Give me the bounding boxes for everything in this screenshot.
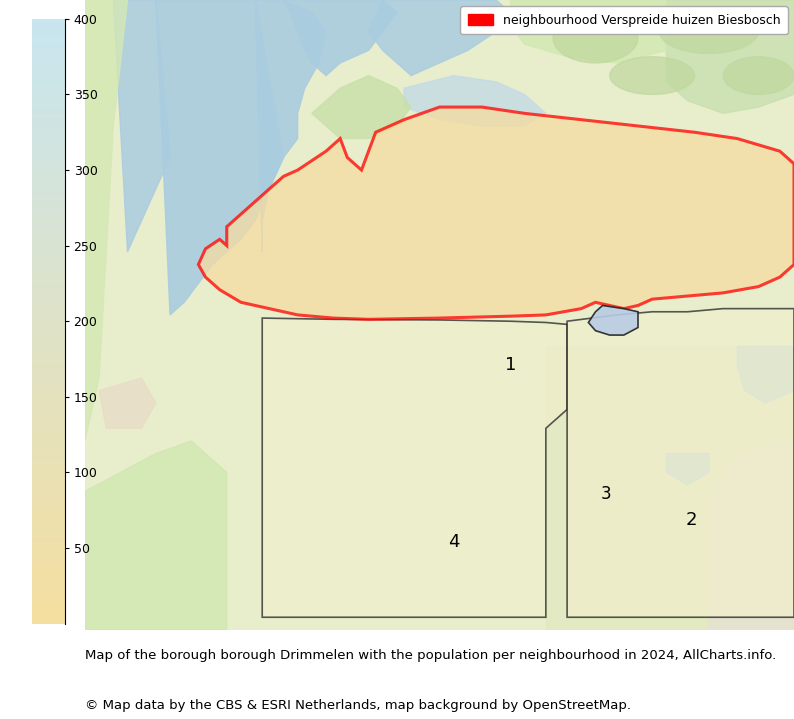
Polygon shape [404, 75, 545, 126]
Polygon shape [156, 0, 283, 315]
Polygon shape [99, 378, 156, 429]
Polygon shape [666, 0, 794, 114]
Polygon shape [511, 0, 666, 63]
Text: Map of the borough borough Drimmelen with the population per neighbourhood in 20: Map of the borough borough Drimmelen wit… [85, 649, 777, 662]
Polygon shape [85, 441, 227, 630]
Polygon shape [114, 0, 170, 252]
Polygon shape [738, 347, 794, 403]
Polygon shape [283, 0, 397, 75]
Text: 1: 1 [505, 357, 516, 375]
Polygon shape [545, 347, 794, 630]
Polygon shape [666, 454, 709, 485]
Polygon shape [262, 318, 567, 617]
Text: 3: 3 [601, 485, 611, 503]
Polygon shape [198, 107, 794, 319]
Polygon shape [610, 57, 695, 94]
Polygon shape [85, 0, 128, 441]
Polygon shape [567, 308, 794, 617]
Legend: neighbourhood Verspreide huizen Biesbosch: neighbourhood Verspreide huizen Biesbosc… [461, 6, 788, 35]
Polygon shape [255, 0, 326, 252]
Text: © Map data by the CBS & ESRI Netherlands, map background by OpenStreetMap.: © Map data by the CBS & ESRI Netherlands… [85, 700, 631, 713]
Polygon shape [660, 9, 758, 53]
Text: 4: 4 [448, 533, 460, 551]
Polygon shape [588, 306, 638, 335]
Polygon shape [553, 13, 638, 63]
Polygon shape [723, 57, 794, 94]
Text: 2: 2 [685, 510, 697, 528]
Polygon shape [709, 441, 794, 630]
Polygon shape [368, 0, 511, 75]
Polygon shape [312, 75, 411, 139]
